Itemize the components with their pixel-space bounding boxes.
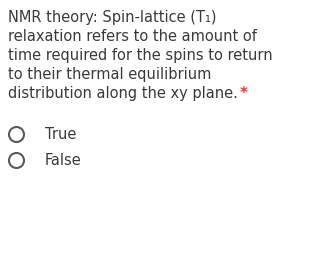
Text: *: * (240, 86, 248, 101)
Text: distribution along the xy plane.: distribution along the xy plane. (8, 86, 243, 101)
Text: time required for the spins to return: time required for the spins to return (8, 48, 273, 63)
Text: to their thermal equilibrium: to their thermal equilibrium (8, 67, 211, 82)
Text: NMR theory: Spin-lattice (T₁): NMR theory: Spin-lattice (T₁) (8, 10, 216, 25)
Text: True: True (45, 127, 76, 142)
Text: False: False (45, 153, 82, 168)
Text: relaxation refers to the amount of: relaxation refers to the amount of (8, 29, 257, 44)
